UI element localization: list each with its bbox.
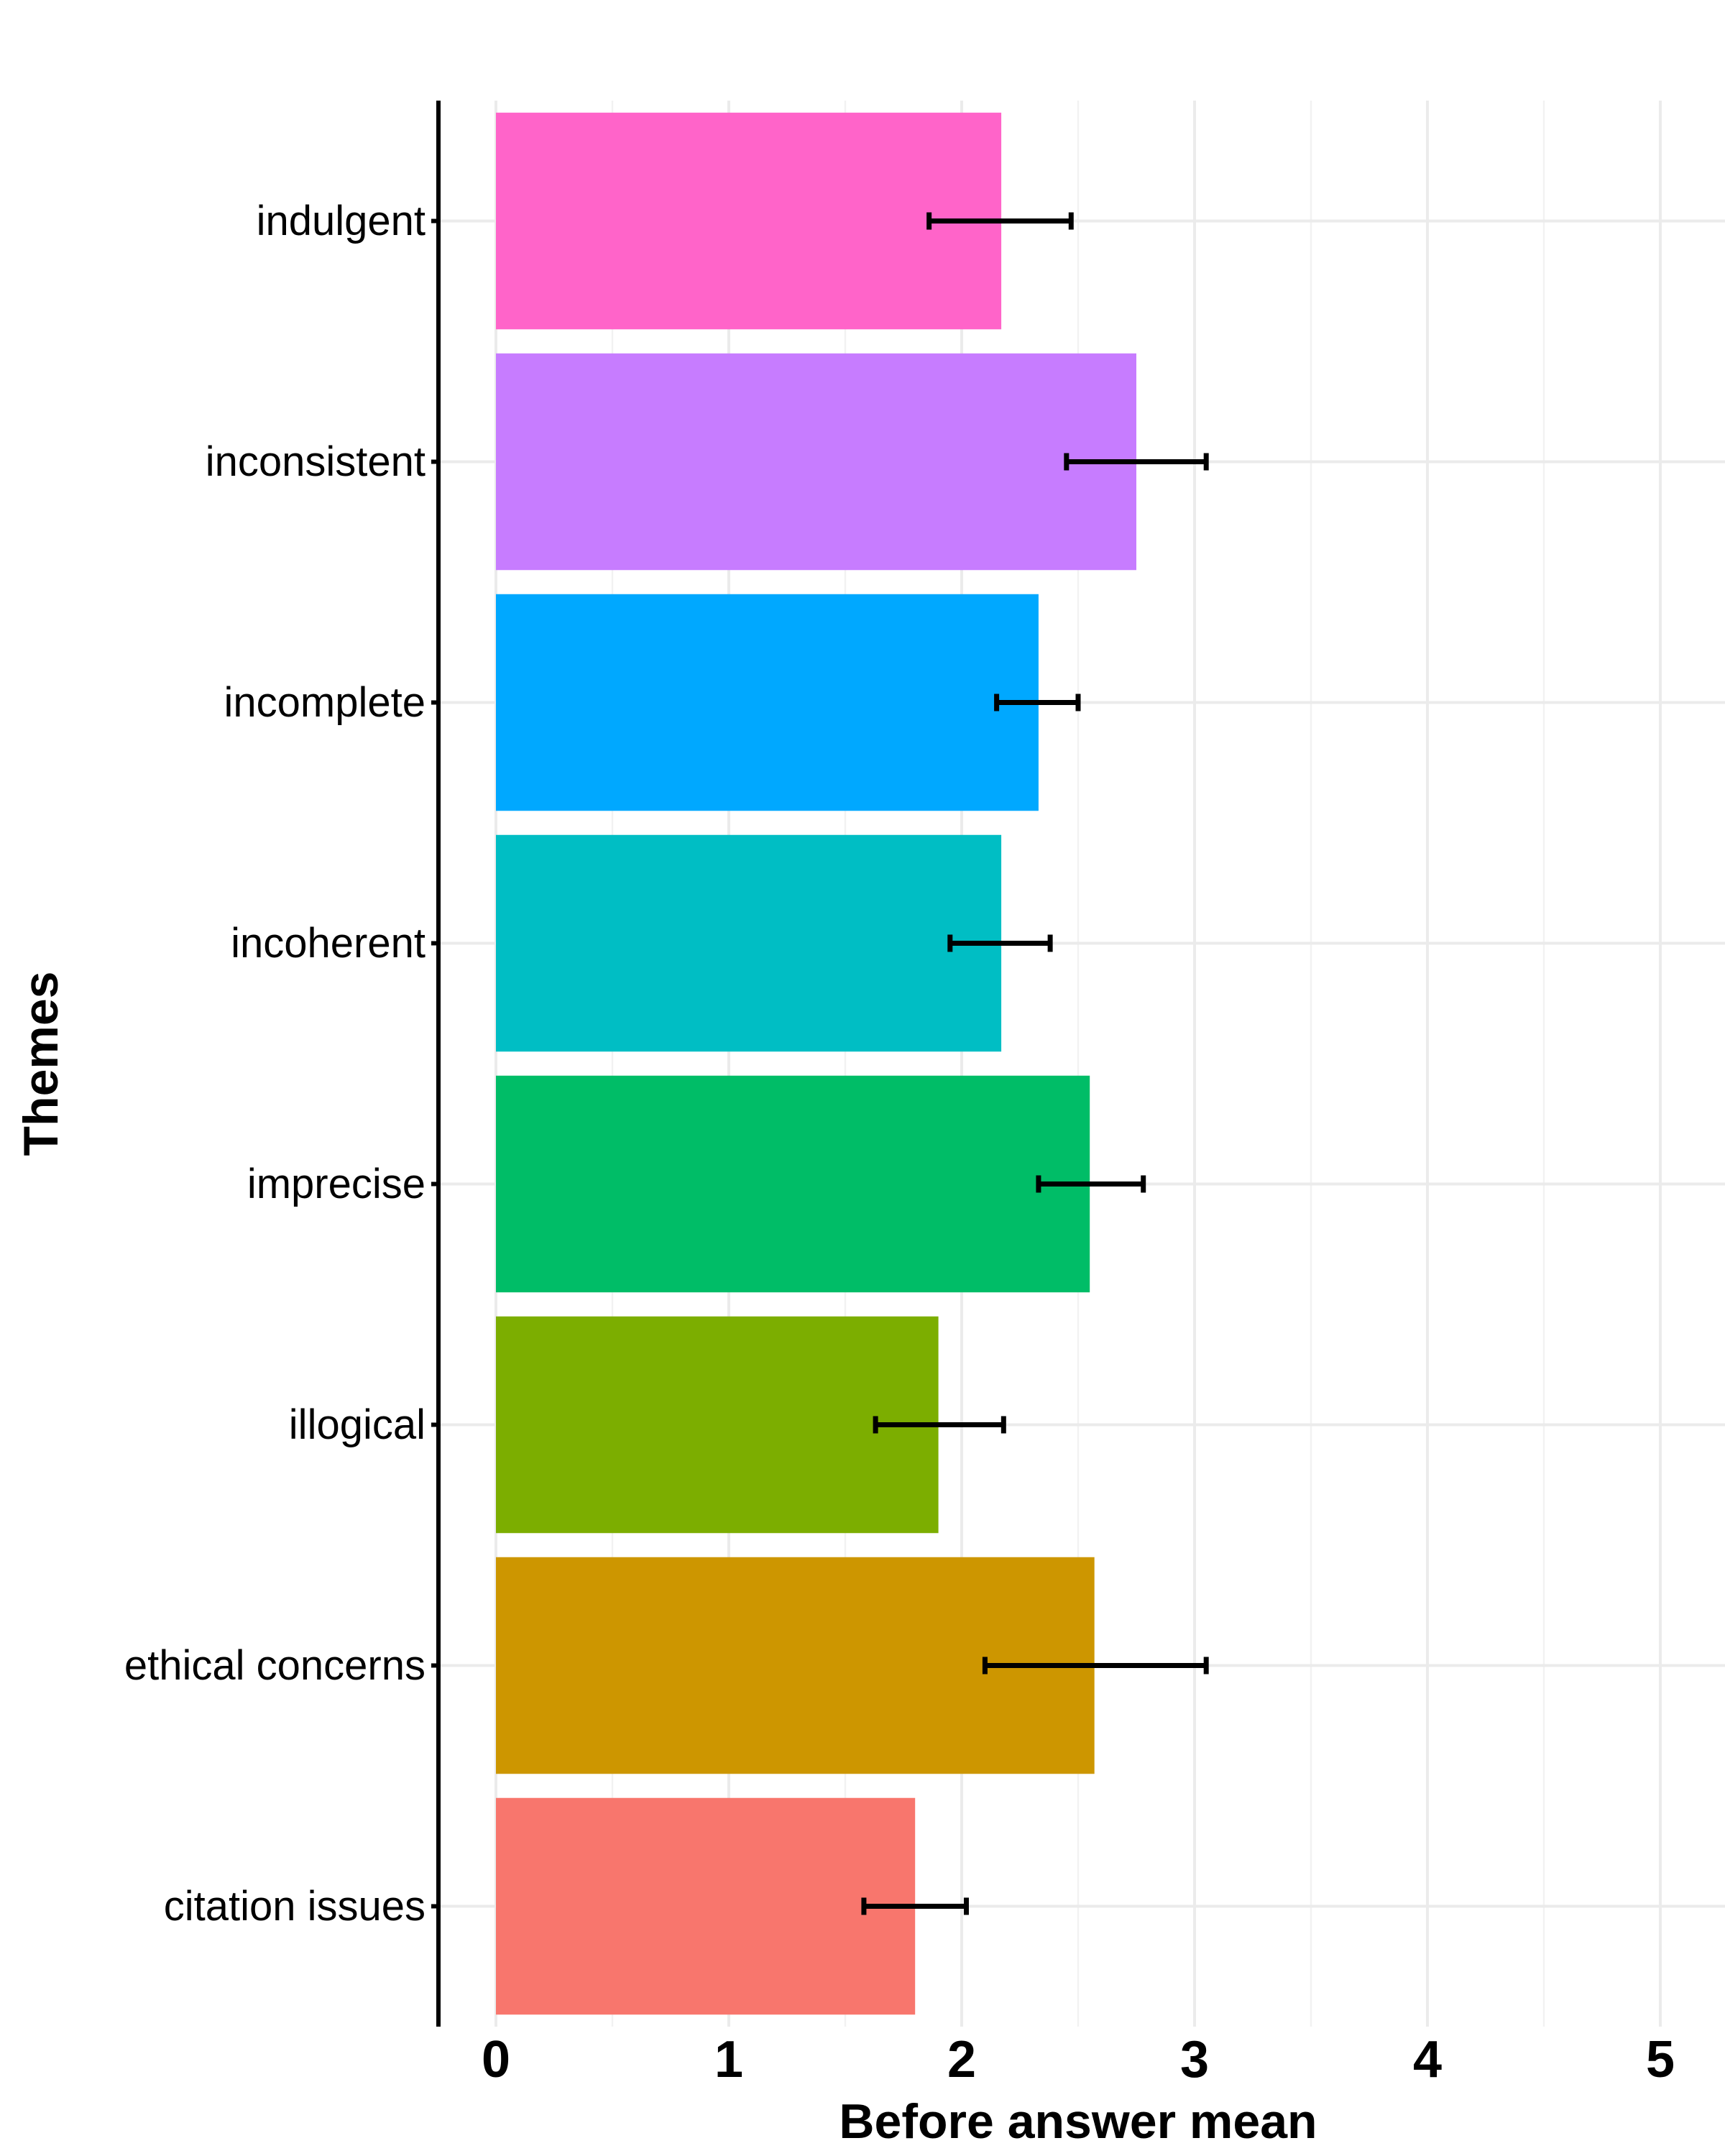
y-tick-label: ethical concerns (124, 1642, 426, 1689)
error-bar (861, 1897, 969, 1915)
bar-imprecise (496, 1075, 1090, 1293)
x-tick-label: 5 (1646, 2031, 1675, 2088)
y-tick-label: citation issues (164, 1883, 426, 1930)
y-tick-label: incomplete (224, 679, 426, 726)
error-bar (994, 694, 1081, 711)
y-tick-label: indulgent (257, 198, 426, 244)
x-tick-label: 2 (947, 2031, 976, 2088)
error-bar (947, 934, 1053, 952)
error-bar (1064, 453, 1209, 471)
bar-citation-issues (496, 1797, 916, 2015)
y-tick-label: imprecise (247, 1161, 426, 1207)
error-bar-layer (861, 212, 1209, 1915)
bar-incoherent (496, 834, 1002, 1052)
x-tick-label: 4 (1413, 2031, 1442, 2088)
bar-layer (496, 112, 1136, 2015)
bar-indulgent (496, 112, 1002, 330)
bar-illogical (496, 1316, 939, 1534)
axis-layer (431, 101, 441, 2027)
x-tick-label: 1 (714, 2031, 743, 2088)
x-tick-label: 3 (1180, 2031, 1209, 2088)
y-axis-title: Themes (14, 972, 68, 1156)
label-layer: indulgent inconsistent incomplete incoheren… (124, 198, 1675, 2088)
error-bar (926, 212, 1074, 230)
bar-inconsistent (496, 353, 1136, 571)
y-tick-label: inconsistent (206, 438, 426, 485)
y-tick-label: incoherent (231, 920, 426, 967)
x-axis-title: Before answer mean (839, 2094, 1317, 2149)
error-bar (982, 1657, 1209, 1674)
y-tick-label: illogical (289, 1401, 426, 1448)
bar-incomplete (496, 594, 1039, 811)
error-bar (873, 1416, 1006, 1434)
x-tick-label: 0 (482, 2031, 510, 2088)
error-bar (1036, 1175, 1146, 1193)
